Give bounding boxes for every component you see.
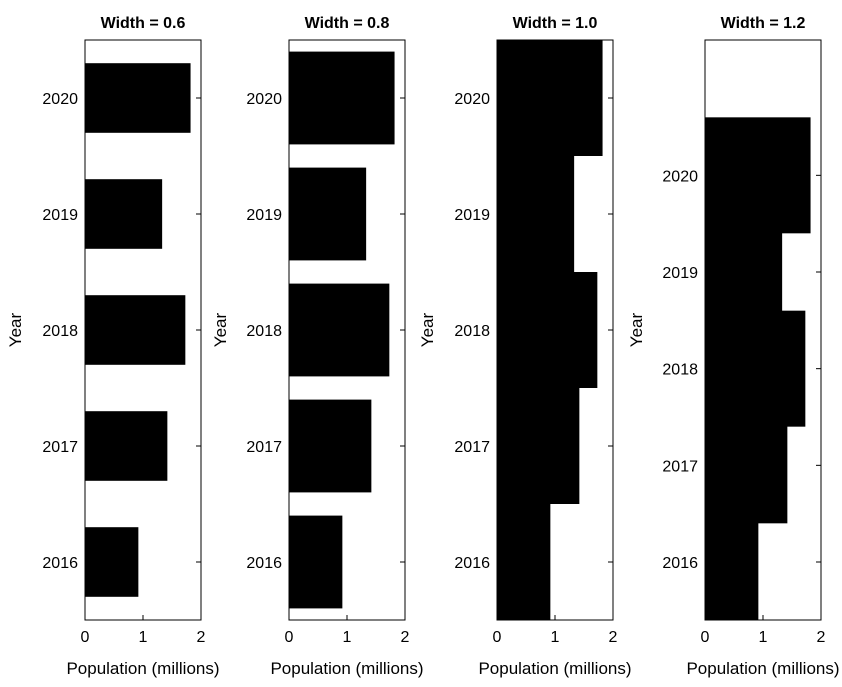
bar-2020	[289, 51, 395, 145]
bar-2019	[497, 156, 575, 272]
bar-2017	[705, 407, 788, 524]
bar-2019	[85, 179, 163, 249]
x-tick-label-0: 0	[81, 629, 90, 646]
y-tick-label-2018: 2018	[454, 323, 490, 340]
chart-title: Width = 1.2	[721, 15, 806, 32]
y-tick-label-2016: 2016	[662, 555, 698, 572]
y-tick-label-2019: 2019	[246, 207, 282, 224]
chart-title: Width = 0.8	[305, 15, 390, 32]
bar-2018	[289, 283, 390, 377]
x-axis-label: Population (millions)	[686, 659, 839, 678]
y-tick-label-2016: 2016	[246, 555, 282, 572]
x-tick-label-1: 1	[343, 629, 352, 646]
bars	[289, 51, 395, 609]
y-tick-label-2018: 2018	[42, 323, 78, 340]
chart-title: Width = 0.6	[101, 15, 186, 32]
x-axis-label: Population (millions)	[478, 659, 631, 678]
y-tick-label-2017: 2017	[42, 439, 78, 456]
bar-2020	[85, 63, 191, 133]
y-tick-label-2017: 2017	[662, 458, 698, 475]
bar-2019	[289, 167, 367, 261]
chart-panel-1: 2016 2017 2018 2019 2020 0 1 2 Width = 0.6 Popula…	[6, 15, 220, 678]
bar-2016	[289, 515, 343, 609]
x-tick-label-0: 0	[701, 629, 710, 646]
bar-2018	[497, 272, 598, 388]
x-axis-label: Population (millions)	[270, 659, 423, 678]
bar-2017	[85, 411, 168, 481]
y-tick-label-2019: 2019	[662, 265, 698, 282]
bar-2016	[497, 504, 551, 620]
x-axis-label: Population (millions)	[66, 659, 219, 678]
x-tick-label-2: 2	[609, 629, 618, 646]
y-tick-label-2017: 2017	[246, 439, 282, 456]
x-tick-label-0: 0	[285, 629, 294, 646]
y-axis-label: Year	[627, 312, 646, 347]
y-tick-label-2016: 2016	[42, 555, 78, 572]
x-tick-label-1: 1	[551, 629, 560, 646]
y-tick-label-2020: 2020	[662, 168, 698, 185]
y-tick-label-2018: 2018	[246, 323, 282, 340]
bar-2020	[497, 40, 603, 156]
y-axis-label: Year	[6, 312, 25, 347]
bar-2020	[705, 117, 811, 234]
y-tick-label-2017: 2017	[454, 439, 490, 456]
bar-2017	[497, 388, 580, 504]
chart-panel-3: 2016 2017 2018 2019 2020 0 1 2 Width = 1.0 Popula…	[418, 15, 632, 678]
chart-panel-4: 2016 2017 2018 2019 2020 0 1 2 Width = 1.2 Popula…	[627, 15, 840, 678]
bars	[497, 40, 603, 620]
y-tick-label-2016: 2016	[454, 555, 490, 572]
bar-2018	[85, 295, 186, 365]
x-tick-label-1: 1	[139, 629, 148, 646]
x-tick-label-2: 2	[401, 629, 410, 646]
x-tick-label-2: 2	[817, 629, 826, 646]
y-tick-label-2018: 2018	[662, 362, 698, 379]
y-axis-label: Year	[211, 312, 230, 347]
x-tick-label-1: 1	[759, 629, 768, 646]
y-tick-label-2019: 2019	[42, 207, 78, 224]
y-tick-label-2020: 2020	[246, 91, 282, 108]
bar-2017	[289, 399, 372, 493]
y-tick-label-2019: 2019	[454, 207, 490, 224]
bars	[85, 63, 191, 597]
x-tick-label-2: 2	[197, 629, 206, 646]
y-tick-label-2020: 2020	[42, 91, 78, 108]
bars	[705, 117, 811, 620]
y-tick-label-2020: 2020	[454, 91, 490, 108]
x-tick-label-0: 0	[493, 629, 502, 646]
y-axis-label: Year	[418, 312, 437, 347]
bar-2016	[85, 527, 139, 597]
chart-panel-2: 2016 2017 2018 2019 2020 0 1 2 Width = 0.8 Popula…	[211, 15, 424, 678]
chart-title: Width = 1.0	[513, 15, 598, 32]
